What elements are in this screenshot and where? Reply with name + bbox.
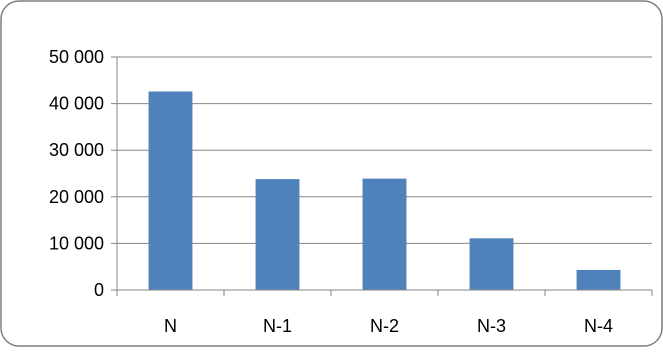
x-tick-label: N-2	[370, 316, 399, 336]
x-tick-labels: N N-1 N-2 N-3 N-4	[164, 316, 613, 336]
y-tick-label: 40 000	[49, 94, 104, 114]
x-tick-label: N-4	[584, 316, 613, 336]
bar-n	[148, 91, 193, 290]
bar-n-3	[469, 238, 514, 290]
y-tick-label: 30 000	[49, 140, 104, 160]
y-tick-label: 0	[94, 280, 104, 300]
x-tick-label: N	[164, 316, 177, 336]
bar-n-2	[362, 178, 407, 290]
x-tick-label: N-1	[263, 316, 292, 336]
bars	[148, 91, 621, 290]
x-tick-label: N-3	[477, 316, 506, 336]
y-tick-label: 50 000	[49, 47, 104, 67]
bar-n-1	[255, 179, 300, 290]
y-tick-label: 20 000	[49, 187, 104, 207]
axes	[111, 56, 653, 296]
y-tick-label: 10 000	[49, 233, 104, 253]
bar-n-4	[576, 269, 621, 290]
y-tick-labels: 0 10 000 20 000 30 000 40 000 50 000	[49, 47, 104, 300]
